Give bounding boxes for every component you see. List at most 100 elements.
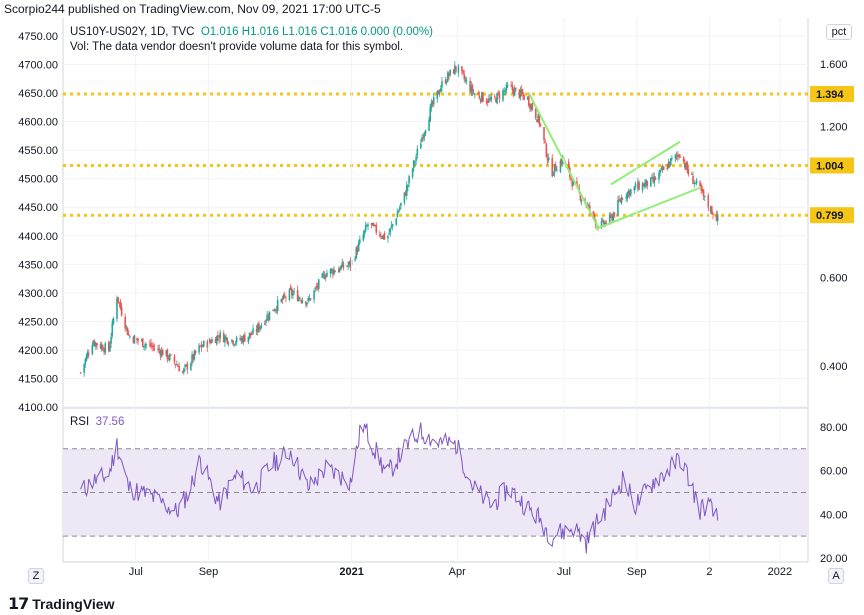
symbol-name[interactable]: US10Y-US02Y, 1D, TVC bbox=[70, 26, 195, 38]
candle-body bbox=[502, 90, 504, 101]
candle-body bbox=[621, 198, 624, 200]
candle-body bbox=[133, 335, 136, 344]
candle-body bbox=[104, 343, 107, 353]
time-axis-tick-label: Jul bbox=[129, 566, 143, 578]
level-price-label: 1.004 bbox=[816, 160, 844, 172]
candle-body bbox=[201, 346, 204, 347]
candle-body bbox=[398, 207, 401, 211]
candle-body bbox=[439, 88, 442, 92]
candle-body bbox=[347, 265, 349, 267]
candle-body bbox=[214, 339, 217, 343]
candle-body bbox=[510, 85, 512, 86]
candle-body bbox=[715, 214, 718, 222]
candle-body bbox=[367, 224, 369, 227]
candle-body bbox=[618, 199, 620, 201]
candle-body bbox=[644, 182, 646, 188]
candle-body bbox=[293, 291, 295, 293]
zoom-button[interactable]: Z bbox=[28, 568, 44, 584]
candle-body bbox=[587, 205, 590, 207]
candle-body bbox=[678, 154, 680, 157]
candle-body bbox=[222, 333, 225, 343]
candle-body bbox=[251, 334, 253, 336]
candle-body bbox=[405, 185, 408, 196]
candle-body bbox=[666, 167, 669, 170]
candle-body bbox=[424, 130, 427, 134]
candle-body bbox=[342, 263, 345, 268]
rsi-name[interactable]: RSI bbox=[70, 416, 90, 428]
candle-body bbox=[92, 342, 95, 346]
candle-body bbox=[400, 202, 402, 206]
candle-body bbox=[432, 97, 435, 105]
trendline-drawing[interactable] bbox=[610, 140, 681, 186]
scale-unit-button[interactable]: pct bbox=[826, 24, 852, 40]
candle-body bbox=[431, 101, 434, 105]
auto-scale-button[interactable]: A bbox=[828, 568, 844, 584]
candle-body bbox=[536, 119, 538, 123]
candle-body bbox=[283, 295, 286, 297]
candle-body bbox=[190, 363, 192, 371]
candle-body bbox=[95, 342, 97, 347]
candle-body bbox=[412, 160, 415, 169]
candle-body bbox=[124, 316, 126, 329]
candle-body bbox=[241, 337, 244, 343]
candle-body bbox=[559, 160, 562, 172]
candle-body bbox=[259, 326, 261, 330]
candle-body bbox=[593, 214, 596, 219]
level-price-label: 1.394 bbox=[816, 89, 844, 101]
candle-body bbox=[234, 342, 237, 344]
candle-body bbox=[132, 336, 135, 343]
candle-body bbox=[620, 197, 623, 204]
candle-body bbox=[102, 346, 104, 351]
candle-body bbox=[91, 345, 94, 355]
candle-body bbox=[674, 154, 677, 159]
time-axis-tick-label: 2022 bbox=[768, 566, 792, 578]
candle-body bbox=[661, 167, 664, 171]
candle-body bbox=[382, 234, 385, 240]
candle-body bbox=[224, 336, 226, 343]
candle-body bbox=[317, 279, 320, 289]
candle-body bbox=[255, 328, 258, 332]
candle-body bbox=[288, 289, 291, 300]
rsi-line[interactable] bbox=[80, 422, 719, 554]
candle-body bbox=[322, 273, 325, 275]
candle-body bbox=[217, 335, 219, 338]
candle-body bbox=[260, 324, 263, 329]
level-price-label: 0.799 bbox=[816, 210, 844, 222]
candle-body bbox=[383, 233, 386, 240]
candle-body bbox=[478, 95, 481, 99]
candle-body bbox=[290, 288, 293, 296]
right-axis-tick-label: 1.600 bbox=[820, 59, 848, 71]
candle-body bbox=[642, 183, 645, 187]
candle-body bbox=[152, 345, 155, 348]
candle-body bbox=[112, 318, 115, 324]
candle-body bbox=[430, 102, 433, 108]
candle-body bbox=[275, 309, 278, 311]
candle-body bbox=[477, 93, 480, 95]
candle-body bbox=[233, 344, 236, 346]
candle-body bbox=[716, 214, 719, 221]
candle-body bbox=[495, 98, 497, 103]
trendline-drawing[interactable] bbox=[595, 186, 702, 230]
time-axis-tick-label: Jul bbox=[557, 566, 571, 578]
candle-body bbox=[263, 323, 266, 325]
candle-body bbox=[654, 177, 657, 180]
candle-body bbox=[184, 365, 186, 368]
candle-body bbox=[341, 262, 344, 268]
candle-body bbox=[173, 355, 176, 363]
trendline-drawing[interactable] bbox=[527, 92, 599, 228]
candle-body bbox=[143, 346, 145, 348]
candle-body bbox=[186, 363, 189, 370]
candle-body bbox=[397, 210, 400, 213]
candle-body bbox=[556, 170, 558, 172]
candle-body bbox=[649, 177, 652, 187]
candle-body bbox=[326, 272, 328, 277]
candle-body bbox=[157, 348, 159, 350]
candle-body bbox=[227, 343, 230, 345]
candle-body bbox=[415, 156, 417, 161]
candle-body bbox=[638, 182, 640, 190]
candle-body bbox=[111, 322, 114, 336]
candle-body bbox=[206, 341, 209, 348]
candle-body bbox=[604, 222, 606, 226]
candle-body bbox=[701, 189, 704, 192]
